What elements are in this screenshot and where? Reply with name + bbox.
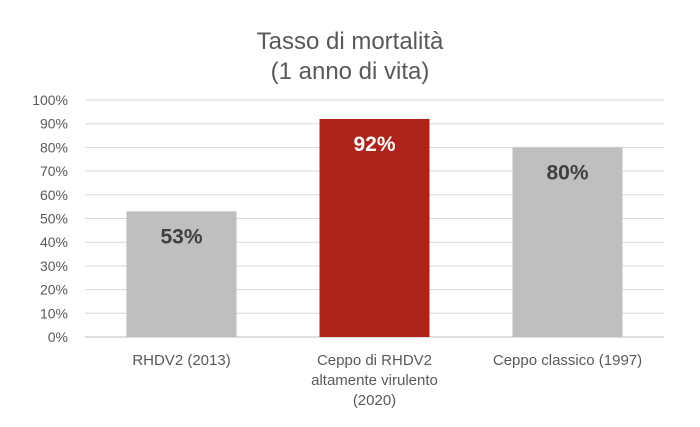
- bar: [126, 211, 237, 337]
- y-tick-label: 0%: [48, 329, 68, 345]
- data-label: 53%: [160, 225, 202, 248]
- x-tick-label: RHDV2 (2013): [132, 352, 230, 369]
- y-tick-label: 70%: [40, 163, 68, 179]
- y-tick-label: 10%: [40, 305, 68, 321]
- x-tick-label: altamente virulento: [311, 372, 438, 389]
- y-tick-label: 90%: [40, 116, 68, 132]
- y-tick-label: 40%: [40, 234, 68, 250]
- x-tick-label: (2020): [353, 392, 396, 409]
- data-label: 80%: [546, 161, 588, 184]
- y-tick-label: 100%: [32, 92, 68, 108]
- data-label: 92%: [353, 133, 395, 156]
- chart-title-line-1: Tasso di mortalità: [256, 28, 444, 55]
- bar: [319, 118, 430, 338]
- y-tick-label: 50%: [40, 211, 68, 227]
- y-tick-label: 80%: [40, 139, 68, 155]
- chart-title-line-2: (1 anno di vita): [270, 58, 430, 85]
- y-tick-label: 60%: [40, 187, 68, 203]
- bar: [512, 147, 623, 337]
- y-tick-label: 20%: [40, 282, 68, 298]
- x-tick-label: Ceppo di RHDV2: [317, 352, 432, 369]
- x-tick-label: Ceppo classico (1997): [493, 352, 642, 369]
- y-tick-label: 30%: [40, 258, 68, 274]
